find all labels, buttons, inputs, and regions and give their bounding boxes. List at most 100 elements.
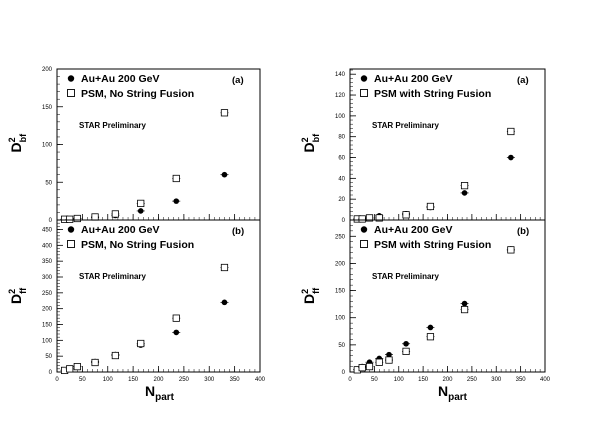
- x-axis-label: Npart: [438, 383, 468, 403]
- y-tick-label: 250: [335, 234, 346, 240]
- data-point-open: [111, 210, 119, 218]
- x-tick-label: 150: [128, 377, 139, 383]
- data-point-open: [91, 358, 99, 367]
- legend-label: PSM with String Fusion: [374, 88, 491, 100]
- data-point-open: [66, 215, 74, 223]
- y-axis-label: D2ff: [7, 287, 28, 304]
- data-point-filled: [137, 208, 144, 214]
- x-tick-label: 0: [348, 377, 352, 383]
- y-axis-label-sup: 2: [7, 289, 17, 294]
- y-tick-label: 40: [338, 176, 345, 182]
- y-axis-label-sub: bf: [311, 133, 321, 142]
- panel-tag: (b): [517, 226, 529, 237]
- legend-marker-filled-circle: [67, 226, 75, 233]
- x-tick-label: 0: [55, 377, 59, 383]
- panel-3: 0 20 40 60 80 100 120 140 D2bf Au+Au 200 GeV PSM w…: [300, 68, 546, 224]
- y-tick-label: 400: [42, 243, 53, 249]
- data-point-open: [365, 214, 374, 222]
- data-point-open: [66, 365, 74, 373]
- note-label: STAR Preliminary: [372, 121, 440, 130]
- x-tick-label: 200: [442, 377, 453, 383]
- y-tick-label: 150: [42, 105, 53, 111]
- data-point-open: [172, 174, 180, 183]
- x-tick-label: 100: [394, 377, 405, 383]
- y-tick-label: 200: [335, 261, 346, 267]
- data-point-filled: [386, 351, 392, 358]
- data-point-filled: [403, 340, 409, 347]
- x-tick-label: 350: [516, 377, 527, 383]
- data-point-filled: [461, 300, 468, 307]
- y-tick-label: 80: [338, 135, 345, 141]
- x-tick-label: 300: [491, 377, 502, 383]
- legend-marker-filled-circle: [67, 75, 75, 82]
- data-point-open: [358, 364, 366, 372]
- x-tick-label: 250: [467, 377, 478, 383]
- y-tick-label: 0: [49, 370, 53, 376]
- data-point-open: [73, 214, 81, 223]
- note-label: STAR Preliminary: [372, 272, 440, 281]
- data-point-filled: [221, 171, 228, 178]
- panel-2: 0 50 100 150 200 250 300 350 400 450 0 50 100 150 200 2…: [7, 219, 266, 403]
- y-tick-label: 60: [338, 156, 345, 162]
- x-axis-label-sub: part: [155, 392, 175, 403]
- x-tick-label: 150: [418, 377, 429, 383]
- y-axis-label-sub: ff: [18, 287, 28, 294]
- y-axis-label: D2bf: [300, 133, 321, 153]
- legend-marker-open-square: [360, 89, 368, 97]
- legend-label: Au+Au 200 GeV: [374, 73, 453, 85]
- panel-1: 0 50 100 150 200 D2bf Au+Au 200 GeV PSM, No Str…: [7, 67, 261, 224]
- legend-marker-open-square: [67, 240, 75, 248]
- data-point-filled: [221, 299, 228, 306]
- data-point-open: [220, 109, 229, 117]
- data-point-filled: [173, 329, 180, 336]
- data-point-open: [358, 215, 366, 223]
- data-point-open: [73, 363, 81, 371]
- x-axis-label-sub: part: [448, 392, 468, 403]
- data-point-open: [402, 211, 410, 219]
- data-point-open: [460, 182, 469, 190]
- data-point-open: [426, 202, 435, 211]
- x-tick-label: 50: [79, 377, 86, 383]
- data-point-open: [375, 214, 383, 222]
- data-point-open: [111, 351, 119, 360]
- panel-4: 0 50 100 150 200 250 0 50 100 150 200 250 300 350 400 D…: [300, 219, 551, 403]
- data-point-open: [375, 358, 383, 366]
- data-point-open: [402, 347, 410, 355]
- legend-marker-open-square: [360, 240, 368, 248]
- legend-label: Au+Au 200 GeV: [81, 224, 160, 236]
- x-tick-label: 200: [153, 377, 164, 383]
- data-point-open: [460, 305, 469, 314]
- y-tick-label: 350: [42, 259, 53, 265]
- y-tick-label: 150: [42, 323, 53, 329]
- data-point-open: [385, 356, 393, 364]
- data-point-open: [220, 263, 229, 272]
- y-tick-label: 50: [338, 343, 345, 349]
- y-tick-label: 200: [42, 67, 53, 73]
- x-axis-label: Npart: [145, 383, 175, 403]
- data-point-open: [137, 339, 145, 348]
- y-tick-label: 0: [342, 218, 346, 224]
- data-point-filled: [508, 154, 514, 161]
- y-axis-label: D2bf: [7, 133, 28, 153]
- legend-marker-filled-circle: [360, 75, 368, 82]
- y-tick-label: 50: [45, 354, 52, 360]
- note-label: STAR Preliminary: [79, 272, 147, 281]
- y-tick-label: 50: [45, 180, 52, 186]
- y-tick-label: 100: [42, 143, 53, 149]
- legend-label: PSM, No String Fusion: [81, 88, 194, 100]
- panel-tag: (a): [232, 75, 244, 86]
- y-tick-label: 0: [342, 370, 346, 376]
- y-tick-label: 140: [335, 72, 346, 78]
- y-axis-label-sup: 2: [7, 137, 17, 142]
- data-point-open: [365, 362, 374, 371]
- data-point-open: [507, 246, 515, 254]
- panel-tag: (a): [517, 75, 529, 86]
- y-tick-label: 250: [42, 291, 53, 297]
- x-tick-label: 300: [204, 377, 215, 383]
- data-point-open: [137, 199, 145, 207]
- legend-label: Au+Au 200 GeV: [81, 73, 160, 85]
- x-tick-label: 50: [371, 377, 378, 383]
- data-point-filled: [427, 324, 434, 331]
- y-tick-label: 200: [42, 307, 53, 313]
